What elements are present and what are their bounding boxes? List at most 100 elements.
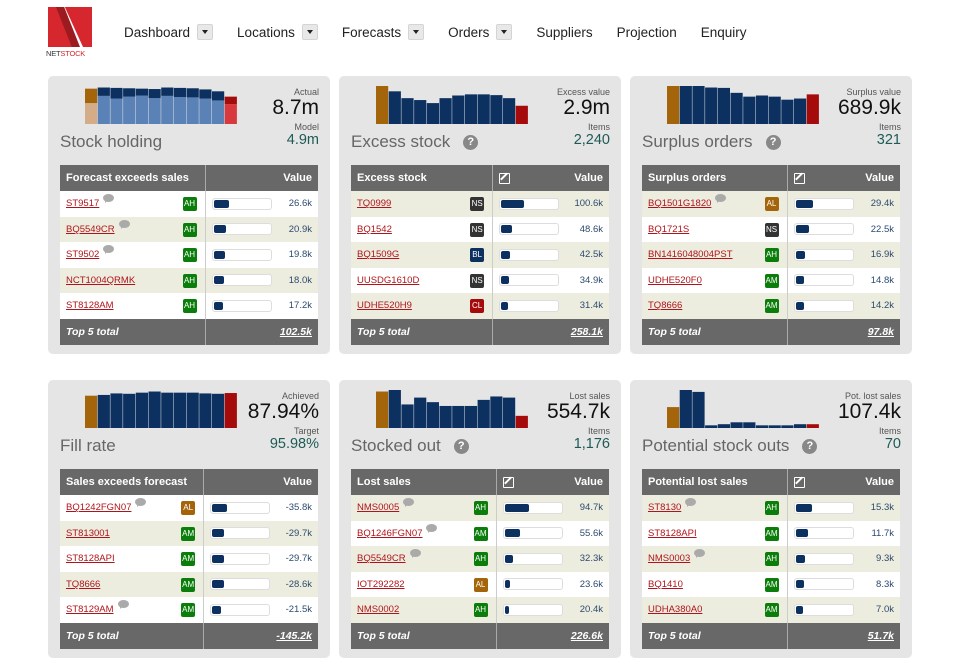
item-code-link[interactable]: TQ8666 <box>648 300 683 312</box>
help-icon[interactable]: ? <box>765 134 781 150</box>
comment-icon[interactable] <box>403 498 415 508</box>
nav-item-locations[interactable]: Locations <box>237 24 318 40</box>
item-code-link[interactable]: UDHA380A0 <box>648 604 703 616</box>
bar-cell <box>787 495 863 521</box>
class-badge: NS <box>764 222 779 237</box>
item-code-link[interactable]: BQ1410 <box>648 578 683 590</box>
item-code-link[interactable]: ST813001 <box>66 527 110 539</box>
nav-item-projection[interactable]: Projection <box>617 25 677 40</box>
value-cell: 34.9k <box>568 267 609 293</box>
netstock-logo[interactable]: NETSTOCK <box>46 7 94 61</box>
item-code-link[interactable]: BQ1721S <box>648 223 690 235</box>
item-code-link[interactable]: IOT292282 <box>357 578 405 590</box>
item-code-link[interactable]: ST9517 <box>66 198 100 210</box>
item-code-link[interactable]: BQ5549CR <box>357 553 406 565</box>
item-code-link[interactable]: BQ5549CR <box>66 223 115 235</box>
edit-icon[interactable] <box>499 173 511 184</box>
value-bar-fill <box>501 199 525 208</box>
item-code-link[interactable]: BN1416048004PST <box>648 249 733 261</box>
total-value[interactable]: 258.1k <box>492 318 609 345</box>
comment-icon[interactable] <box>715 194 727 204</box>
dropdown-caret-icon[interactable] <box>301 24 318 40</box>
dropdown-caret-icon[interactable] <box>408 24 425 40</box>
comment-icon[interactable] <box>103 245 115 255</box>
item-code-link[interactable]: ST8129AM <box>66 604 114 616</box>
nav-item-enquiry[interactable]: Enquiry <box>701 25 747 40</box>
nav-item-dashboard[interactable]: Dashboard <box>124 24 214 40</box>
total-value[interactable]: 102.5k <box>205 318 318 345</box>
value-bar <box>211 248 272 261</box>
total-value[interactable]: 51.7k <box>787 622 900 649</box>
item-code-link[interactable]: ST9502 <box>66 249 100 261</box>
item-code-link[interactable]: BQ1542 <box>357 223 392 235</box>
item-code-link[interactable]: TQ8666 <box>66 578 101 590</box>
nav-item-orders[interactable]: Orders <box>448 24 513 40</box>
dropdown-caret-icon[interactable] <box>197 24 214 40</box>
total-value[interactable]: 226.6k <box>496 622 609 649</box>
item-code-link[interactable]: ST8128AM <box>66 300 114 312</box>
sparkline-chart[interactable] <box>376 86 528 124</box>
metric-value-primary: 554.7k <box>546 400 610 423</box>
sparkline-chart[interactable] <box>85 390 237 428</box>
comment-icon[interactable] <box>118 219 130 229</box>
bar-cell <box>496 495 572 521</box>
comment-icon[interactable] <box>117 600 129 610</box>
sparkline-chart[interactable] <box>667 86 819 124</box>
value-bar-fill <box>501 276 510 285</box>
comment-icon[interactable] <box>694 549 706 559</box>
item-code-link[interactable]: UDHE520F0 <box>648 274 702 286</box>
item-code-link[interactable]: NMS0005 <box>357 502 400 514</box>
total-row: Top 5 total 102.5k <box>60 318 318 345</box>
item-code-link[interactable]: UDHE520H9 <box>357 300 412 312</box>
item-code-link[interactable]: NMS0003 <box>648 553 691 565</box>
item-code-link[interactable]: ST8128API <box>66 553 115 565</box>
item-code-link[interactable]: TQ0999 <box>357 198 392 210</box>
item-code-link[interactable]: NCT1004QRMK <box>66 274 136 286</box>
sparkline-bar <box>173 392 187 428</box>
sparkline-bar <box>477 94 490 124</box>
edit-icon[interactable] <box>793 173 805 184</box>
item-code-link[interactable]: ST8130 <box>648 502 682 514</box>
class-badge: AM <box>764 273 779 288</box>
sparkline-chart[interactable] <box>376 390 528 428</box>
comment-icon[interactable] <box>426 523 438 533</box>
total-value[interactable]: -145.2k <box>203 622 318 649</box>
dropdown-caret-icon[interactable] <box>496 24 513 40</box>
help-icon[interactable]: ? <box>463 134 479 150</box>
comment-icon[interactable] <box>103 194 115 204</box>
comment-icon[interactable] <box>409 549 421 559</box>
sparkline-chart[interactable] <box>667 390 819 428</box>
item-cell: BQ1246FGN07 AM <box>351 520 497 546</box>
item-code-link[interactable]: BQ1246FGN07 <box>357 527 423 539</box>
nav-item-suppliers[interactable]: Suppliers <box>536 25 592 40</box>
sparkline-bar <box>452 405 465 428</box>
edit-icon[interactable] <box>793 477 805 488</box>
total-value[interactable]: 97.8k <box>787 318 900 345</box>
value-cell: 22.5k <box>863 216 900 242</box>
class-badge: AH <box>764 248 779 262</box>
table-row: ST9502 AH 19.8k <box>60 242 318 268</box>
value-bar-fill <box>213 250 225 259</box>
sparkline-bar <box>768 96 781 124</box>
sparkline-bar <box>490 95 503 124</box>
sparkline-bar <box>123 393 136 428</box>
edit-icon[interactable] <box>502 477 514 488</box>
help-icon[interactable]: ? <box>802 438 818 454</box>
help-icon[interactable]: ? <box>453 438 469 454</box>
nav-item-forecasts[interactable]: Forecasts <box>342 24 425 40</box>
item-code-link[interactable]: ST8128API <box>648 527 697 539</box>
value-cell: 14.8k <box>863 267 900 293</box>
sparkline-chart[interactable] <box>85 86 237 124</box>
comment-icon[interactable] <box>135 498 147 508</box>
item-code-link[interactable]: UUSDG1610D <box>357 274 420 286</box>
value-bar <box>499 274 560 287</box>
comment-icon[interactable] <box>685 498 697 508</box>
item-code-link[interactable]: NMS0002 <box>357 604 400 616</box>
bar-cell <box>496 571 572 597</box>
item-code-link[interactable]: BQ1242FGN07 <box>66 502 132 514</box>
item-code-link[interactable]: BQ1501G1820 <box>648 198 712 210</box>
sparkline-bar-top <box>123 88 136 97</box>
metric-label-primary: Actual <box>293 87 319 97</box>
item-code-link[interactable]: BQ1509G <box>357 249 400 261</box>
item-cell: TQ0999 NS <box>351 191 494 217</box>
